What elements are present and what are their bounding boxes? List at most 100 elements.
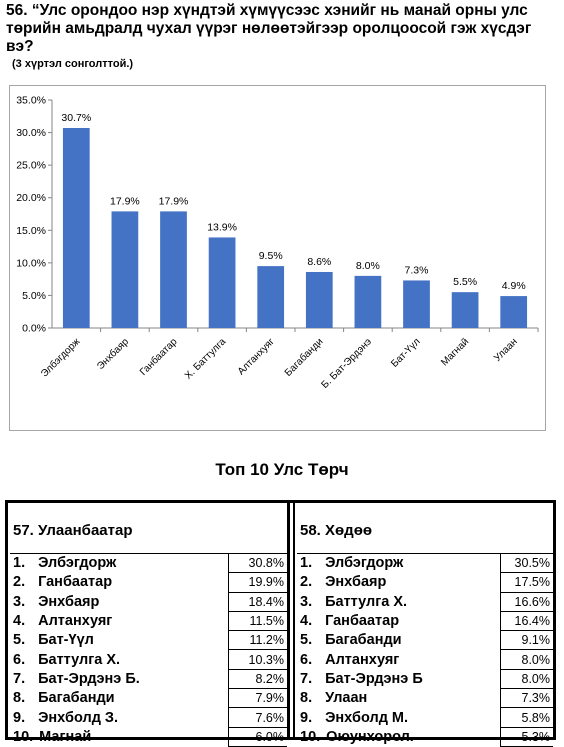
rank-number: 6. <box>13 651 26 668</box>
bar-chart: 0.0% 5.0% 10.0% 15.0% 20.0% 25.0% 30.0% 35.0% 30… <box>9 85 546 431</box>
ranking-name-cell: 1. Элбэгдорж <box>10 552 229 573</box>
politician-name: Энхболд М. <box>325 709 409 726</box>
bar <box>257 266 285 328</box>
rank-number: 3. <box>13 593 26 610</box>
ranking-name-cell: 9. Энхболд З. <box>10 708 229 727</box>
rank-number: 2. <box>13 574 26 591</box>
ranking-row: 1. Элбэгдорж 30.8% <box>10 552 287 574</box>
bar-value-label: 7.3% <box>405 264 429 276</box>
bar-value-label: 8.0% <box>356 260 380 272</box>
bar <box>451 292 479 328</box>
ranking-percent: 10.3% <box>228 649 287 670</box>
ranking-percent: 16.4% <box>500 611 553 632</box>
x-category-label: Х. Баттулга <box>183 336 229 382</box>
bar <box>403 280 430 328</box>
ulaanbaatar-ranking-table: 1. Элбэгдорж 30.8% 2. Ганбаатар 19.9% 3. Энхбая… <box>10 552 287 747</box>
politician-name: Алтанхуяг <box>38 613 113 630</box>
ranking-row: 5. Бат-Үүл 11.2% <box>10 630 287 651</box>
top10-tables: 57. Улаанбаатар 1. Элбэгдорж 30.8% 2. Ганбаа… <box>5 500 556 747</box>
y-tick-label: 10.0% <box>16 257 46 269</box>
section-title: Топ 10 Улс Төрч <box>215 460 349 479</box>
bar <box>500 296 528 328</box>
ranking-row: 6. Баттулга Х. 10.3% <box>10 649 287 670</box>
ranking-name-cell: 2. Ганбаатар <box>10 573 229 592</box>
politician-name: Бат-Үүл <box>38 632 94 649</box>
ranking-name-cell: 9. Энхболд М. <box>297 708 501 727</box>
ranking-percent: 11.2% <box>228 630 287 651</box>
bar-value-label: 30.7% <box>61 112 91 124</box>
politician-name: Бат-Эрдэнэ Б. <box>38 670 140 687</box>
politician-name: Багабанди <box>38 690 115 707</box>
bar-value-label: 17.9% <box>159 195 189 207</box>
ranking-name-cell: 7. Бат-Эрдэнэ Б. <box>10 669 229 688</box>
bar <box>354 275 382 328</box>
ranking-name-cell: 10. Магнай <box>10 727 229 746</box>
ranking-percent: 11.5% <box>228 611 287 632</box>
rank-number: 7. <box>13 670 26 687</box>
rank-number: 8. <box>300 690 313 707</box>
rank-number: 9. <box>300 709 313 726</box>
y-tick-label: 20.0% <box>16 192 46 204</box>
rank-number: 9. <box>13 709 26 726</box>
ranking-percent: 16.6% <box>500 592 553 612</box>
ranking-percent: 5.3% <box>500 727 553 747</box>
y-tick-label: 35.0% <box>16 95 46 107</box>
x-category-label: Бат-Үүл <box>389 336 422 369</box>
ranking-row: 3. Баттулга Х. 16.6% <box>297 592 553 612</box>
bar-value-label: 13.9% <box>207 221 237 233</box>
ranking-name-cell: 5. Багабанди <box>297 631 501 650</box>
rank-number: 4. <box>300 613 313 630</box>
y-tick-label: 15.0% <box>16 225 46 237</box>
x-category-label: Улаан <box>492 336 520 364</box>
ulaanbaatar-panel: 57. Улаанбаатар 1. Элбэгдорж 30.8% 2. Ганбаа… <box>8 503 290 747</box>
ranking-name-cell: 5. Бат-Үүл <box>10 631 229 650</box>
politician-name: Элбэгдорж <box>38 555 117 572</box>
ranking-percent: 8.0% <box>500 669 553 690</box>
ranking-percent: 7.6% <box>228 707 287 728</box>
politician-name: Оюунхорол. <box>326 728 414 745</box>
politician-name: Бат-Эрдэнэ Б <box>325 670 423 687</box>
ranking-name-cell: 2. Энхбаяр <box>297 573 501 592</box>
rural-panel: 58. Хөдөө 1. Элбэгдорж 30.5% 2. Энхбаяр 17.5%… <box>293 503 553 747</box>
ranking-row: 1. Элбэгдорж 30.5% <box>297 552 553 574</box>
ranking-row: 10. Магнай 6.0% <box>10 727 287 747</box>
bar-value-label: 5.5% <box>453 276 477 288</box>
y-tick-label: 0.0% <box>22 323 46 335</box>
x-category-label: Ганбаатар <box>137 335 180 378</box>
ulaanbaatar-title: 57. Улаанбаатар <box>13 522 133 539</box>
ranking-row: 4. Ганбаатар 16.4% <box>297 611 553 632</box>
rank-number: 5. <box>300 632 313 649</box>
politician-name: Элбэгдорж <box>325 555 404 572</box>
ranking-percent: 30.5% <box>500 552 553 574</box>
ranking-percent: 9.1% <box>500 630 553 651</box>
politician-name: Энхбаяр <box>325 574 387 591</box>
ranking-percent: 7.3% <box>500 688 553 709</box>
ranking-name-cell: 8. Улаан <box>297 689 501 708</box>
ranking-row: 2. Ганбаатар 19.9% <box>10 572 287 593</box>
ranking-name-cell: 3. Энхбаяр <box>10 592 229 611</box>
rank-number: 4. <box>13 613 26 630</box>
y-tick-label: 25.0% <box>16 160 46 172</box>
ranking-row: 8. Багабанди 7.9% <box>10 688 287 709</box>
politician-name: Багабанди <box>325 632 402 649</box>
rank-number: 10. <box>13 728 34 745</box>
politician-name: Ганбаатар <box>325 613 400 630</box>
ranking-row: 2. Энхбаяр 17.5% <box>297 572 553 593</box>
politician-name: Магнай <box>39 728 92 745</box>
bar <box>208 237 236 328</box>
rank-number: 5. <box>13 632 26 649</box>
rural-ranking-table: 1. Элбэгдорж 30.5% 2. Энхбаяр 17.5% 3. Баттулга… <box>297 552 553 747</box>
politician-name: Баттулга Х. <box>38 651 121 668</box>
ranking-percent: 17.5% <box>500 572 553 593</box>
rank-number: 3. <box>300 593 313 610</box>
ranking-row: 4. Алтанхуяг 11.5% <box>10 611 287 632</box>
rank-number: 1. <box>300 555 313 572</box>
bar-value-label: 4.9% <box>502 280 526 292</box>
bar-value-label: 9.5% <box>259 250 283 262</box>
ranking-name-cell: 6. Баттулга Х. <box>10 650 229 669</box>
ranking-row: 6. Алтанхуяг 8.0% <box>297 649 553 670</box>
ranking-name-cell: 6. Алтанхуяг <box>297 650 501 669</box>
bar <box>160 211 187 328</box>
ranking-percent: 18.4% <box>228 592 287 612</box>
rank-number: 1. <box>13 555 26 572</box>
